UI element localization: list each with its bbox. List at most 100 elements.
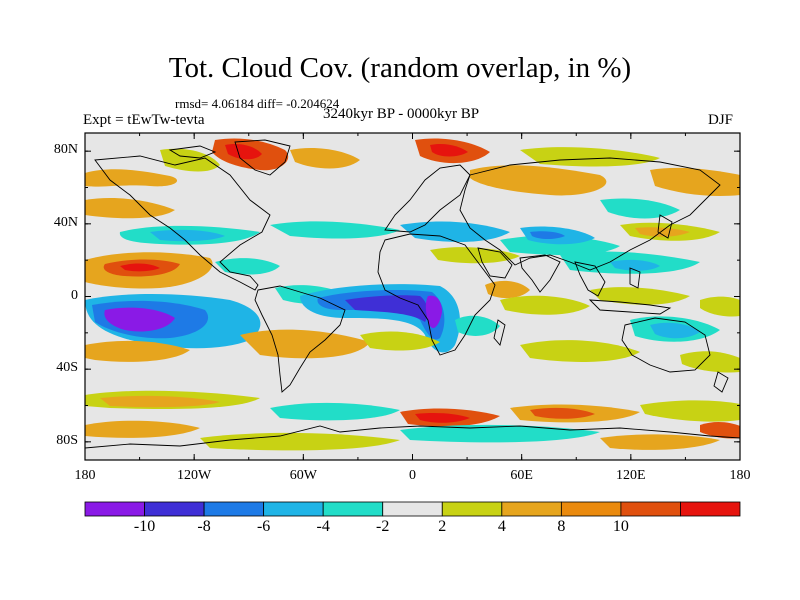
colorbar-swatch	[501, 501, 562, 517]
anomaly-patch-east-siberia-orange	[650, 167, 740, 196]
anomaly-patch-southern-ocean-red-east	[530, 407, 595, 419]
anomaly-patch-labrador-yellow	[160, 148, 220, 172]
colorbar-swatch	[84, 501, 145, 517]
lat-tick-label: 40N	[53, 214, 78, 230]
coastline-new-zealand	[713, 371, 729, 393]
anomaly-patch-greenland-core	[225, 144, 262, 160]
period-label: 3240kyr BP - 0000kyr BP	[323, 106, 480, 122]
lat-tick-label: 80N	[53, 142, 78, 158]
anomaly-patch-mediterranean-blue	[400, 221, 510, 242]
coastline-north-america	[94, 155, 271, 291]
anomaly-patch-north-atlantic-red	[290, 148, 360, 169]
coastline-arabia	[477, 247, 513, 279]
anomaly-patch-atlantic-africa-dark	[345, 295, 428, 322]
anomaly-patch-pacific-yellow-east	[700, 296, 740, 317]
colorbar-label: -2	[376, 518, 390, 535]
lon-tick-label: 60W	[289, 468, 317, 483]
anomaly-patch-indian-yellow	[500, 295, 590, 315]
anomaly-patch-central-america-cyan	[215, 258, 280, 275]
anomaly-patch-antarctic-orange-west	[85, 420, 200, 438]
coastline-greenland	[234, 139, 291, 176]
anomaly-patch-angola-purple	[425, 295, 442, 329]
anomaly-patch-south-atlantic-yellow	[360, 331, 440, 351]
coastline-south-america	[254, 285, 346, 393]
colorbar	[84, 501, 741, 517]
axis-ticks	[84, 133, 741, 460]
anomaly-patch-siberia-yellow	[520, 147, 660, 167]
coastline-india	[519, 254, 561, 293]
lon-tick-label: 120W	[177, 468, 212, 483]
coastline-antarctica	[85, 425, 740, 449]
anomaly-patch-scandinavia-core	[430, 143, 468, 157]
coastline-africa	[377, 233, 496, 356]
anomaly-patch-antarctic-red-east	[700, 422, 740, 439]
anomaly-patch-southern-ocean-orange-west	[100, 395, 220, 408]
stats-text: rmsd= 4.06184 diff= -0.204624	[175, 96, 340, 111]
colorbar-label: -6	[256, 518, 271, 535]
lon-tick-label: 0	[409, 468, 416, 483]
lat-tick-label: 80S	[56, 432, 78, 448]
anomaly-patch-arabian-orange	[485, 280, 530, 299]
colorbar-swatch	[144, 501, 205, 517]
anomaly-patch-tasman-yellow	[680, 351, 740, 373]
colorbar-swatch	[382, 501, 443, 517]
coastline-arctic-islands	[168, 145, 217, 159]
season-label: DJF	[708, 112, 734, 128]
anomaly-patch-southern-ocean-red-core	[415, 413, 470, 423]
coastline-europe	[384, 164, 471, 233]
lon-tick-label: 60E	[510, 468, 533, 483]
colorbar-swatch	[560, 501, 622, 517]
colorbar-label: -10	[133, 518, 156, 535]
anomaly-patch-south-pacific-purple	[104, 307, 175, 332]
coastline-australia	[621, 317, 711, 373]
anomaly-patch-asia-cyan	[500, 235, 620, 256]
coastline-asia	[459, 157, 721, 271]
coastlines	[85, 139, 740, 449]
anomaly-patch-southern-ocean-yellow-east	[640, 400, 740, 422]
anomaly-patch-maritime-yellow	[590, 287, 690, 305]
colorbar-label: 10	[612, 518, 629, 535]
anomaly-patch-australia-blue	[650, 322, 700, 339]
anomaly-patch-arctic-orange-west	[85, 169, 178, 187]
coastline-japan	[657, 214, 673, 239]
experiment-label: Expt = tEwTw-tevta	[83, 112, 205, 128]
colorbar-swatch	[263, 501, 324, 517]
colorbar-swatch	[441, 501, 503, 517]
lon-tick-label: 180	[729, 468, 751, 483]
anomaly-patch-philippines-blue	[610, 259, 660, 271]
anomaly-patch-southern-ocean-cyan	[270, 402, 400, 421]
anomaly-patch-north-pacific-core	[120, 263, 160, 272]
colorbar-label: 2	[438, 518, 447, 535]
colorbar-label: 4	[497, 518, 506, 535]
anomaly-patch-east-china-orange	[635, 227, 690, 237]
anomaly-patch-north-pacific-blue	[600, 198, 680, 219]
anomaly-patch-india-core	[530, 231, 565, 239]
anomaly-patch-antarctic-cyan	[400, 424, 600, 443]
coastline-indonesia	[588, 299, 672, 315]
anomaly-patch-east-pacific-orange	[85, 340, 190, 362]
anomaly-patch-siberia-orange	[470, 165, 607, 196]
anomaly-patch-antarctic-orange-east	[600, 434, 720, 450]
coastline-philippines	[629, 267, 641, 289]
colorbar-swatch	[203, 501, 265, 517]
anomaly-patch-south-africa-cyan	[455, 315, 500, 336]
colorbar-label: -8	[197, 518, 211, 535]
colorbar-label: 8	[557, 518, 566, 535]
colorbar-label: -4	[316, 518, 330, 535]
colorbar-swatch	[680, 501, 741, 517]
anomaly-patch-antarctic-yellow	[200, 432, 400, 451]
coastline-southeast-asia	[574, 261, 606, 297]
anomaly-field	[85, 133, 740, 460]
anomaly-patch-indian-south-yellow	[520, 340, 640, 362]
lon-tick-label: 120E	[616, 468, 646, 483]
lon-tick-label: 180	[74, 468, 96, 483]
anomaly-patch-atlantic-cyan	[270, 221, 400, 239]
colorbar-swatch	[620, 501, 681, 517]
anomaly-patch-northeast-pacific-orange	[85, 198, 175, 219]
anomaly-patch-us-blue	[150, 229, 225, 242]
coastline-madagascar	[493, 319, 506, 346]
map-title: Tot. Cloud Cov. (random overlap, in %)	[168, 52, 632, 84]
lat-tick-label: 0	[71, 287, 78, 303]
colorbar-swatch	[322, 501, 384, 517]
